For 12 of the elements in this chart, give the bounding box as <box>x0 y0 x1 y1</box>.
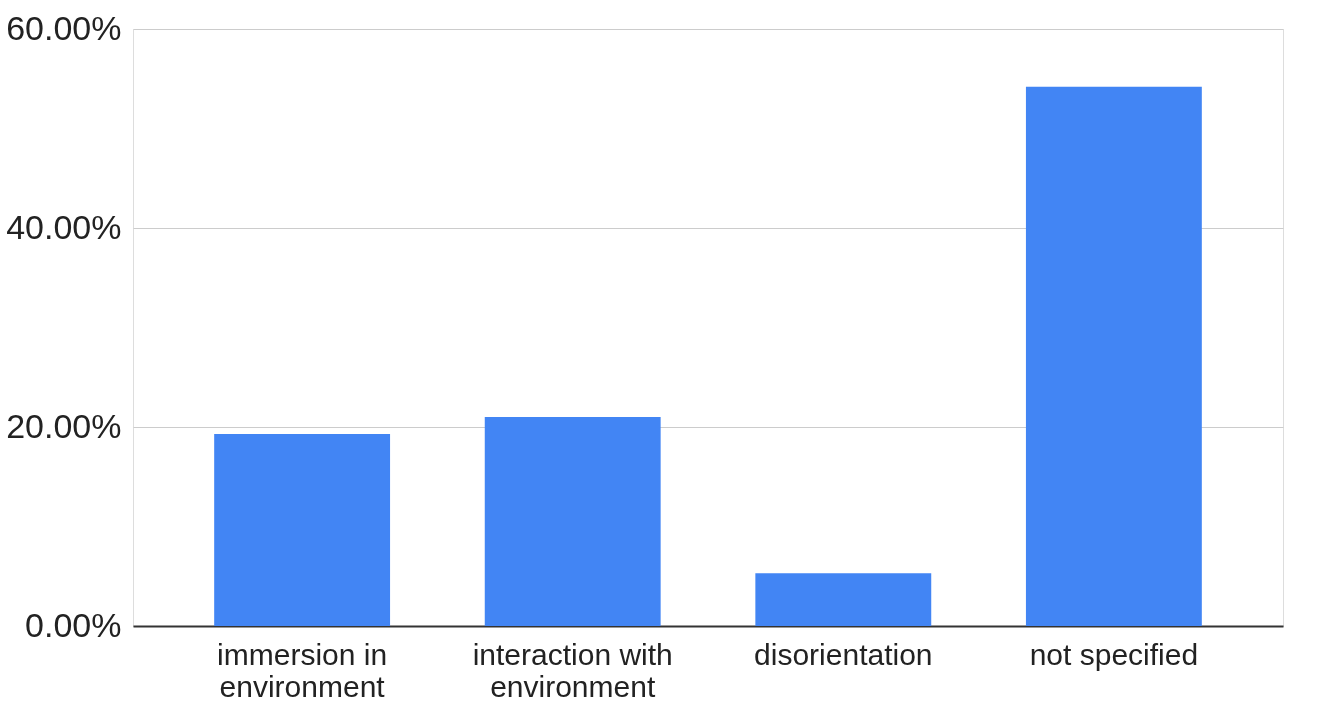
bar <box>1025 86 1202 626</box>
x-tick-label: immersion in environment <box>217 637 388 703</box>
x-tick-label: interaction with environment <box>472 637 673 703</box>
bar <box>755 573 932 626</box>
bar <box>214 433 391 626</box>
bar <box>484 417 661 626</box>
y-tick-label: 40.00% <box>6 207 122 246</box>
y-tick-label: 60.00% <box>6 8 122 47</box>
x-tick-label: disorientation <box>754 637 933 671</box>
x-tick-label: not specified <box>1029 637 1199 671</box>
y-tick-label: 20.00% <box>6 406 122 445</box>
y-tick-label: 0.00% <box>25 605 122 644</box>
